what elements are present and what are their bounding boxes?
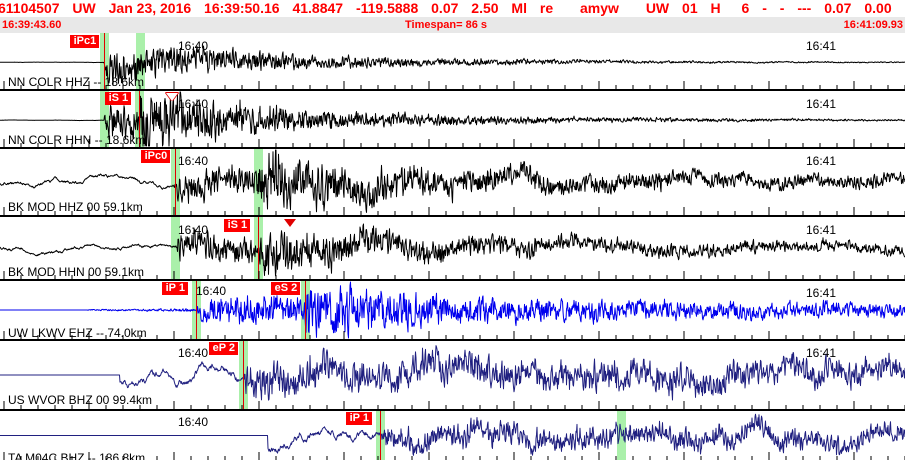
amplitude-marker-up-icon[interactable] [166,93,178,101]
event-dash-2: - [779,0,785,16]
pick-label[interactable]: iS 1 [104,92,132,105]
waveform [0,223,905,277]
minute-time-label-right: 16:41 [806,346,837,360]
pick-line[interactable] [380,411,381,460]
pick-line[interactable] [139,91,140,147]
pick-label[interactable]: eS 2 [270,282,301,295]
timespan-bar: 16:39:43.60 Timespan= 86 s 16:41:09.93 [0,17,905,33]
pick-line[interactable] [305,281,306,339]
amplitude-marker-down-icon[interactable] [284,219,296,227]
panel-separator [0,339,905,341]
pick-line[interactable] [258,217,259,279]
minute-time-label-right: 16:41 [806,223,837,237]
channel-label: BK MOD HHN 00 59.1km [8,265,145,279]
waveform [0,91,905,147]
minute-time-label-right: 16:41 [806,286,837,300]
waveform [0,345,905,401]
panel-separator [0,409,905,411]
minute-time-label-right: 16:41 [806,39,837,53]
event-dash-1: - [762,0,767,16]
pick-line[interactable] [243,341,244,409]
trace-panel[interactable]: 16:40 16:41 iPc0 BK MOD HHZ 00 59.1km [0,149,905,215]
event-magnitude-type: Ml [511,0,527,16]
channel-label: NN COLR HHZ -- 18.6km [8,75,145,89]
event-longitude: -119.5888 [355,0,419,16]
event-dash-3: --- [797,0,812,16]
event-rms: 0.07 [824,0,852,16]
event-flag-h: H [710,0,721,16]
event-source: UW [645,0,670,16]
event-network: UW [72,0,96,16]
phase-window-band [171,217,180,279]
event-version: 01 [682,0,698,16]
pick-label[interactable]: eP 2 [208,342,239,355]
time-axis [3,81,905,89]
waveform [0,281,905,339]
trace-panel[interactable]: 16:40 16:41 iS 1 NN COLR HHN -- 18.6km [0,91,905,147]
channel-label: NN COLR HHN -- 18.6km [8,133,146,147]
waveform [0,45,905,86]
time-axis [3,139,905,147]
channel-label: BK MOD HHZ 00 59.1km [8,200,143,214]
pick-label[interactable]: iP 1 [161,282,188,295]
pick-label[interactable]: iS 1 [223,219,251,232]
minute-time-label: 16:40 [178,97,209,111]
minute-time-label: 16:40 [196,284,227,298]
pick-label[interactable]: iPc1 [69,35,100,48]
trace-panel[interactable]: 16:40 iP 1 TA M04C BHZ -- 186.8km [0,411,905,460]
event-magnitude: 2.50 [471,0,499,16]
trace-panel[interactable]: 16:40 16:41 iP 1 eS 2 UW LKWV EHZ -- 74.0km [0,281,905,339]
channel-label: US WVOR BHZ 00 99.4km [8,393,153,407]
trace-panel[interactable]: 16:40 16:41 iPc1 NN COLR HHZ -- 18.6km [0,33,905,89]
event-err: 0.00 [864,0,892,16]
waveform [0,413,905,456]
pick-line[interactable] [104,33,105,89]
panel-separator [0,147,905,149]
minute-time-label-right: 16:41 [806,97,837,111]
panel-separator [0,89,905,91]
event-origin-time: 16:39:50.16 [204,0,280,16]
time-axis [3,207,905,215]
pick-label[interactable]: iPc0 [140,150,171,163]
channel-label: TA M04C BHZ -- 186.8km [8,451,146,460]
waveform [0,149,905,213]
event-header-line: 61104507 UW Jan 23, 2016 16:39:50.16 41.… [0,0,905,17]
channel-label: UW LKWV EHZ -- 74.0km [8,326,147,339]
pick-line[interactable] [175,149,176,215]
event-depth: 0.07 [431,0,459,16]
window-start-time: 16:39:43.60 [2,19,62,31]
window-end-time: 16:41:09.93 [843,19,903,31]
minute-time-label-right: 16:41 [806,154,837,168]
timespan-label: Timespan= 86 s [405,19,488,31]
event-date: Jan 23, 2016 [108,0,192,16]
trace-panel[interactable]: 16:40 16:41 eP 2 US WVOR BHZ 00 99.4km [0,341,905,409]
event-author: amyw [580,0,619,16]
panel-separator [0,215,905,217]
event-latitude: 41.8847 [292,0,344,16]
minute-time-label: 16:40 [178,346,209,360]
time-axis [3,452,905,460]
time-axis [3,271,905,279]
time-axis [3,401,905,409]
event-quality: re [539,0,554,16]
trace-panel[interactable]: 16:40 16:41 iS 1 BK MOD HHN 00 59.1km [0,217,905,279]
pick-line[interactable] [196,281,197,339]
event-phase-count: 6 [741,0,750,16]
event-id: 61104507 [0,0,60,16]
time-axis [3,331,905,339]
pick-label[interactable]: iP 1 [345,412,372,425]
panel-separator [0,279,905,281]
minute-time-label: 16:40 [178,415,209,429]
minute-time-label: 16:40 [178,154,209,168]
minute-time-label: 16:40 [178,223,209,237]
minute-time-label: 16:40 [178,39,209,53]
